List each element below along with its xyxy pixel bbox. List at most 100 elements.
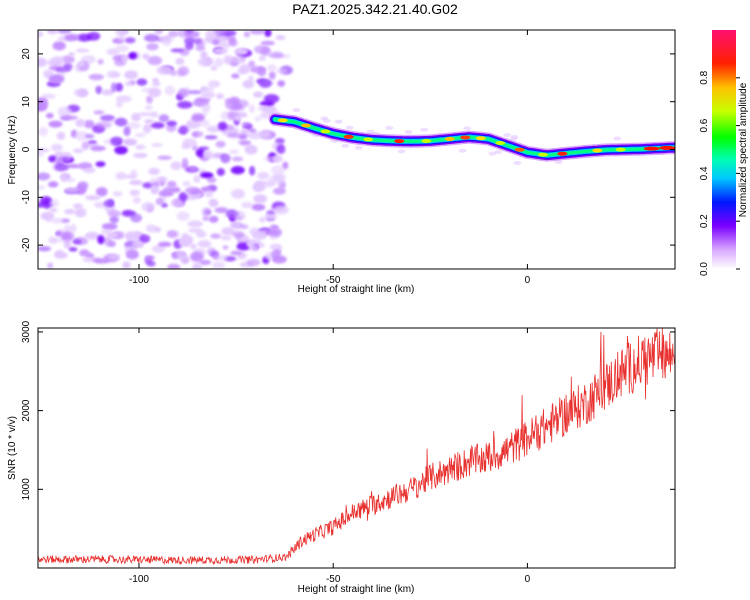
noise-blob [202,150,214,158]
noise-blob [217,254,229,261]
snr-panel: -100 -50 0 1000 2000 3000 Height of straight… [7,320,676,595]
noise-blob [204,190,214,198]
noise-blob [268,52,284,59]
noise-blob [207,80,221,88]
noise-blob [184,37,196,45]
ridge-hotspot [394,139,405,144]
noise-blob [170,48,184,53]
noise-blob [247,131,264,140]
noise-blob [248,165,256,176]
noise-blob [125,249,139,260]
noise-blob [231,156,244,162]
noise-blob [136,78,148,86]
noise-blob [124,37,136,44]
noise-blob [230,215,243,220]
noise-blob [213,47,228,55]
noise-blob [122,261,131,269]
noise-blob [84,231,100,240]
noise-blob [488,151,497,156]
colorbar-tick-label: 0.4 [699,166,710,180]
noise-blob [247,75,255,82]
colorbar: 0.0 0.2 0.4 0.6 0.8 Normalized spectral ampl… [699,30,749,276]
noise-blob [150,185,160,195]
ridge-hotspot [421,138,432,143]
noise-blob [106,232,118,238]
spectrogram-x-tick-label: -50 [326,275,341,286]
noise-blob [249,244,259,252]
snr-y-tick-label: 3000 [21,320,32,343]
snr-y-ticks: 1000 2000 3000 [21,320,675,500]
noise-blob [397,149,406,154]
spectrogram-panel: -100 -50 0 20 10 0 -10 -20 Height of straight … [7,29,676,295]
noise-blob [94,258,110,264]
noise-blob [260,46,272,56]
spectrogram-x-label: Height of straight line (km) [298,284,415,295]
noise-blob [420,127,429,132]
noise-blob [97,235,105,245]
noise-blob [107,210,122,218]
noise-blob [63,177,76,183]
noise-blob [77,61,85,67]
noise-blob [109,215,119,224]
noise-blob [131,240,144,249]
noise-blob [366,129,375,134]
noise-blob [123,126,131,137]
noise-blob [67,163,80,169]
noise-blob [57,30,72,34]
noise-blob [130,213,143,223]
noise-blob [345,125,354,130]
noise-blob [146,95,154,104]
noise-blob [229,104,245,112]
ridge-hotspot [444,136,455,141]
noise-blob [131,113,142,122]
noise-blob [252,230,267,241]
noise-blob [143,33,160,42]
noise-blob [275,35,286,41]
noise-blob [190,243,197,250]
noise-blob [45,214,52,223]
noise-blob [47,181,59,188]
noise-blob [215,93,225,99]
noise-blob [48,155,57,163]
noise-blob [160,191,174,197]
noise-blob [276,68,288,74]
noise-blob [53,251,68,259]
noise-blob [68,247,78,252]
noise-blob [155,197,164,206]
ridge-hotspot [363,137,374,142]
noise-blob [191,130,204,138]
ridge-hotspot [475,136,486,141]
noise-blob [226,132,241,139]
noise-blob [222,245,229,250]
noise-blob [48,207,58,213]
noise-blob [48,74,65,84]
noise-blob [142,53,150,60]
noise-blob [197,240,212,248]
noise-blob [103,199,115,208]
frequency-ridge [268,112,675,162]
noise-blob [156,65,173,75]
noise-blob [72,239,82,245]
noise-blob [124,81,134,86]
noise-blob [167,230,178,238]
noise-blob [354,145,363,150]
noise-blob [177,100,193,109]
noise-blob [56,131,66,141]
noise-blob [164,85,176,96]
noise-blob [276,144,286,155]
noise-blob [61,55,75,64]
noise-blob [100,114,115,122]
noise-blob [277,80,286,87]
noise-blob [242,79,255,89]
noise-blob [246,258,261,267]
noise-blob [121,54,129,63]
noise-blob [54,163,70,172]
noise-blob [248,104,255,113]
noise-blob [88,73,104,81]
noise-blob [613,136,622,141]
noise-blob [260,40,276,46]
noise-blob [166,120,178,127]
noise-blob [139,234,151,243]
noise-blob [135,144,146,150]
noise-blob [47,262,54,269]
